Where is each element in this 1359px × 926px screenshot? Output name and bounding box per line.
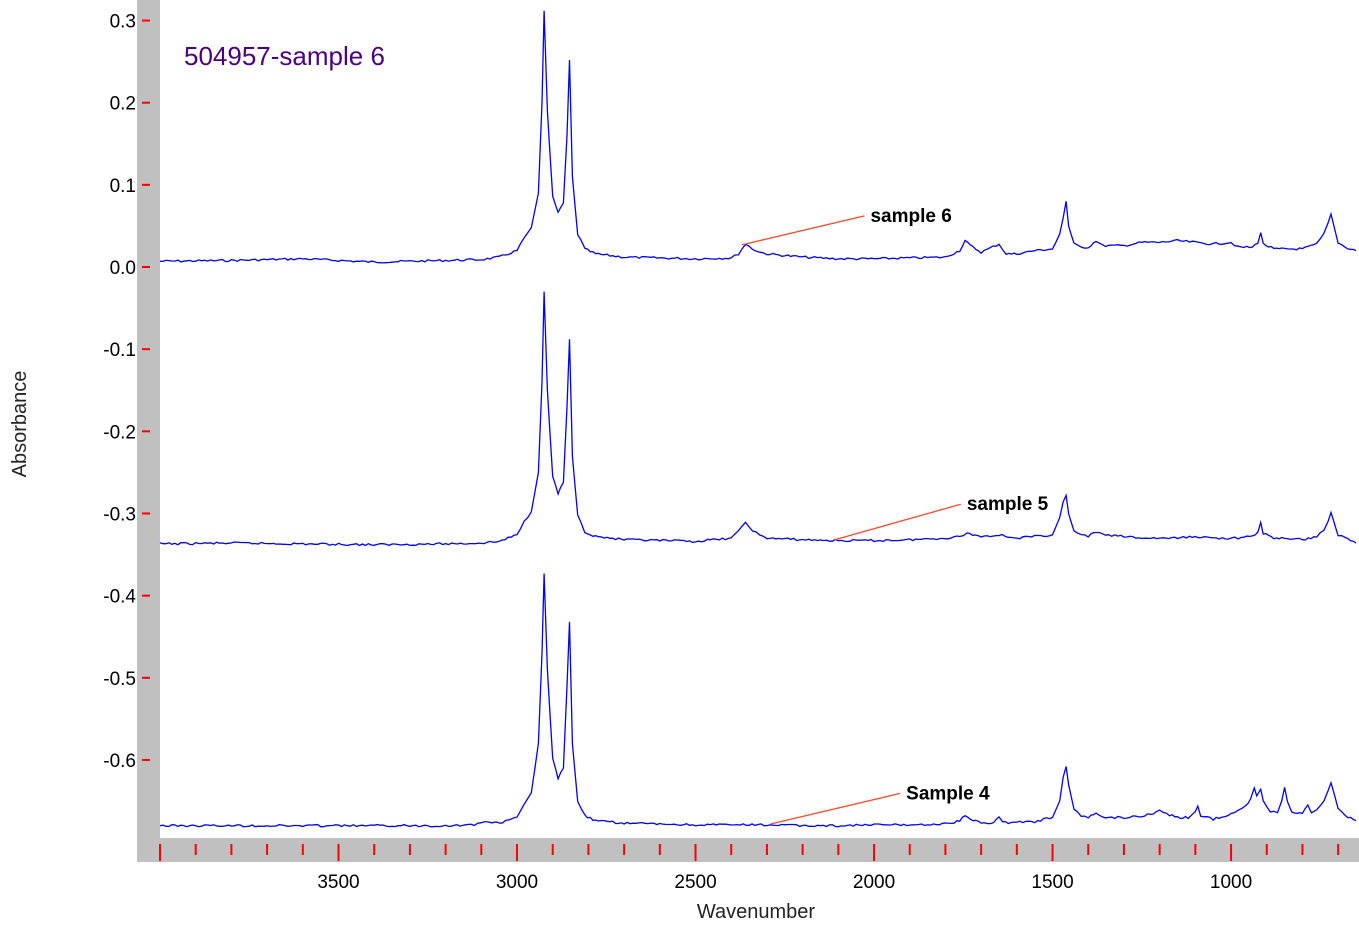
trace-label: Sample 4 (906, 783, 990, 804)
chart-title: 504957-sample 6 (184, 41, 385, 71)
x-axis-title: Wavenumber (697, 901, 816, 923)
y-tick-label: -0.1 (103, 340, 136, 361)
x-tick-label: 3000 (496, 872, 538, 893)
x-tick-label: 2000 (853, 872, 895, 893)
y-tick-label: -0.3 (103, 504, 136, 525)
x-axis-band (137, 838, 1359, 862)
y-axis-ticks: 0.3 0.2 0.1 0.0 -0.1 -0.2 -0.3 -0.4 -0.5 -0.6 (103, 12, 150, 772)
trace-label: sample 5 (967, 494, 1049, 515)
y-tick-label: 0.1 (110, 176, 136, 197)
y-tick-label: -0.4 (103, 587, 136, 608)
y-tick-label: -0.6 (103, 751, 136, 772)
y-tick-label: -0.2 (103, 422, 136, 443)
x-axis-ticks: 3500 3000 2500 2000 1500 1000 (159, 844, 1340, 893)
trace-sample-4 (159, 573, 1357, 828)
x-tick-label: 2500 (674, 872, 716, 893)
x-tick-label: 1000 (1210, 872, 1252, 893)
trace-sample-5 (159, 291, 1357, 547)
y-tick-label: 0.3 (110, 12, 136, 33)
trace-labels: sample 6 sample 5 Sample 4 (741, 206, 1049, 825)
spectrum-traces (159, 10, 1357, 828)
label-leader-line (741, 215, 865, 246)
x-tick-label: 1500 (1031, 872, 1073, 893)
y-axis-band (137, 0, 160, 838)
label-leader-line (770, 792, 901, 825)
label-leader-line (834, 503, 962, 541)
y-tick-label: 0.2 (110, 94, 136, 115)
y-tick-label: -0.5 (103, 669, 136, 690)
y-axis-title: Absorbance (9, 371, 31, 478)
y-tick-label: 0.0 (110, 258, 136, 279)
trace-label: sample 6 (870, 206, 951, 227)
x-tick-label: 3500 (317, 872, 359, 893)
trace-sample-6 (159, 10, 1357, 264)
